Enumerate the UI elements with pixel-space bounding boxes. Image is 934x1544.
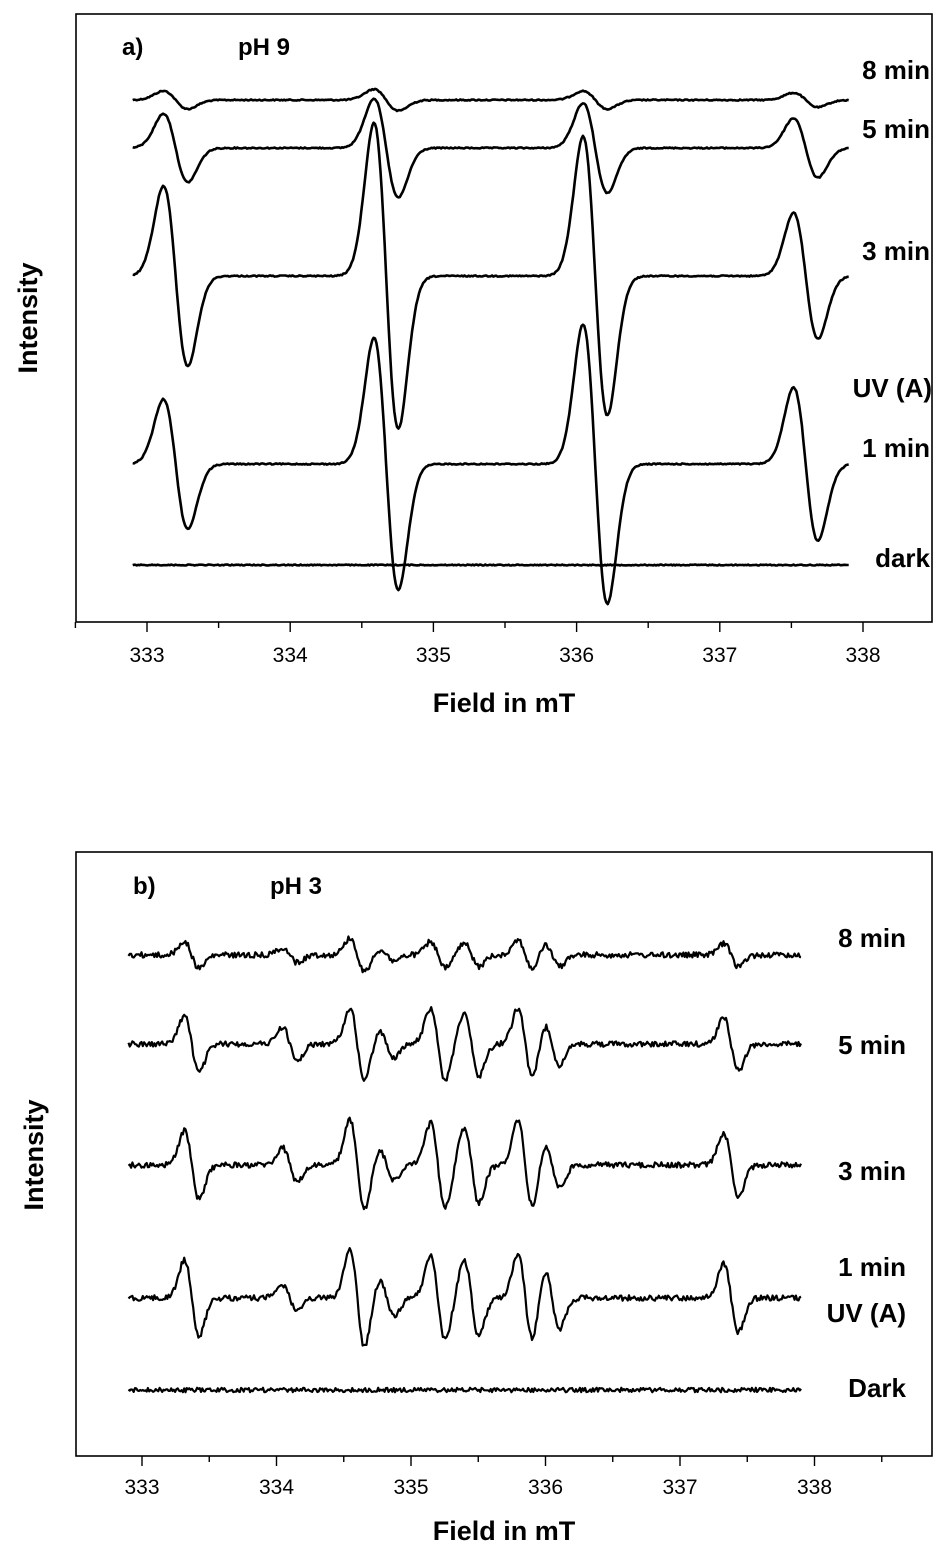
panel-a-series-label: 1 min bbox=[862, 433, 930, 463]
panel-b-trace-1-min bbox=[127, 1247, 802, 1347]
panel-a-trace-5-min bbox=[132, 97, 849, 199]
panel-a-plot-frame bbox=[75, 13, 933, 623]
panel-b-x-tick-label: 335 bbox=[393, 1476, 428, 1499]
panel-a-series-label: 8 min bbox=[862, 55, 930, 85]
panel-a-series-label: dark bbox=[875, 543, 930, 573]
panel-b-x-tick-label: 337 bbox=[662, 1476, 697, 1499]
panel-b-x-tick-label: 336 bbox=[528, 1476, 563, 1499]
panel-a-uv-annotation: UV (A) bbox=[853, 373, 932, 403]
panel-a-y-axis-label: Intensity bbox=[13, 262, 43, 373]
panel-b-x-tick-label: 334 bbox=[259, 1476, 294, 1499]
panel-a-x-tick-label: 338 bbox=[845, 644, 880, 667]
panel-b-chart: b) pH 3 Intensity Field in mT UV (A) 333… bbox=[19, 851, 933, 1544]
panel-a-series-label: 3 min bbox=[862, 236, 930, 266]
panel-b-title: pH 3 bbox=[270, 873, 322, 900]
panel-b-plot-frame bbox=[75, 851, 933, 1457]
panel-a-trace-1-min bbox=[132, 323, 849, 606]
panel-b-label: b) bbox=[133, 873, 156, 900]
panel-b-trace-dark bbox=[127, 1386, 802, 1394]
panel-a-x-tick-label: 335 bbox=[416, 644, 451, 667]
panel-b-trace-8-min bbox=[127, 935, 802, 974]
panel-b-x-axis-label: Field in mT bbox=[433, 1516, 576, 1544]
panel-a-x-axis-label: Field in mT bbox=[433, 688, 576, 718]
panel-b-y-axis-label: Intensity bbox=[19, 1099, 49, 1210]
panel-b-series-label: 5 min bbox=[838, 1030, 906, 1060]
panel-a-trace-3-min bbox=[132, 121, 849, 430]
panel-b-series-label: 3 min bbox=[838, 1156, 906, 1186]
panel-a-series-label: 5 min bbox=[862, 114, 930, 144]
panel-b-trace-3-min bbox=[127, 1116, 802, 1211]
panel-b-x-tick-label: 333 bbox=[124, 1476, 159, 1499]
panel-a-label: a) bbox=[122, 34, 143, 61]
panel-a-trace-8-min bbox=[132, 87, 849, 113]
panel-b-trace-5-min bbox=[127, 1006, 802, 1082]
panel-b-x-tick-label: 338 bbox=[797, 1476, 832, 1499]
panel-a-x-tick-label: 333 bbox=[129, 644, 164, 667]
panel-a-title: pH 9 bbox=[238, 34, 290, 61]
panel-b-series-label: Dark bbox=[848, 1373, 906, 1403]
panel-a-chart: a) pH 9 Intensity Field in mT UV (A) 333… bbox=[13, 13, 933, 718]
panel-a-trace-dark bbox=[132, 563, 849, 567]
panel-a-x-tick-label: 334 bbox=[273, 644, 308, 667]
panel-b-series-label: 1 min bbox=[838, 1252, 906, 1282]
panel-a-x-tick-label: 336 bbox=[559, 644, 594, 667]
panel-b-series-label: 8 min bbox=[838, 923, 906, 953]
panel-b-uv-annotation: UV (A) bbox=[827, 1298, 906, 1328]
panel-a-x-tick-label: 337 bbox=[702, 644, 737, 667]
